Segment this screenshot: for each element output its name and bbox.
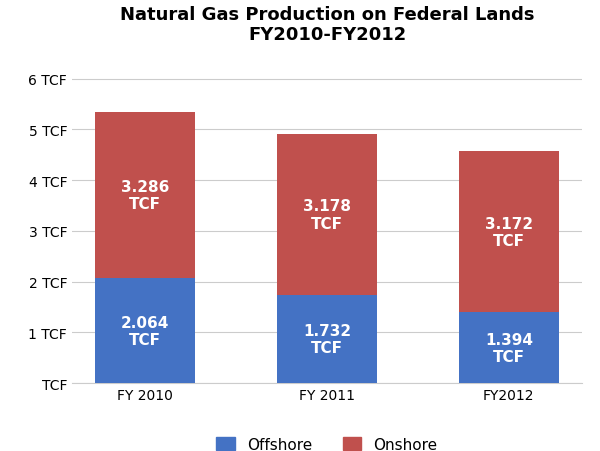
Text: 3.172
TCF: 3.172 TCF [485,216,533,249]
Legend: Offshore, Onshore: Offshore, Onshore [211,431,443,451]
Bar [459,313,559,383]
Bar [95,279,195,383]
Bar [95,112,195,279]
Text: 1.732
TCF: 1.732 TCF [303,323,351,356]
Bar [459,152,559,313]
Text: 1.394
TCF: 1.394 TCF [485,332,533,364]
Title: Natural Gas Production on Federal Lands
FY2010-FY2012: Natural Gas Production on Federal Lands … [120,5,534,44]
Bar [277,295,377,383]
Text: 3.286
TCF: 3.286 TCF [121,179,169,212]
Bar [277,135,377,295]
Text: 2.064
TCF: 2.064 TCF [121,315,169,347]
Text: 3.178
TCF: 3.178 TCF [303,199,351,231]
